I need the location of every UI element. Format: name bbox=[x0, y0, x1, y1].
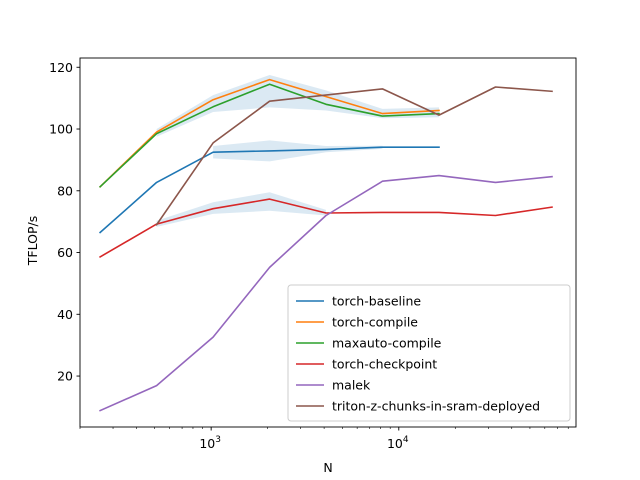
legend: torch-baseline torch-compile maxauto-compi… bbox=[287, 284, 571, 422]
y-tick-label-60: 60 bbox=[57, 245, 73, 260]
legend-entry-torch-compile: torch-compile bbox=[332, 315, 418, 330]
x-tick-base: 10 bbox=[387, 436, 403, 451]
series-line-torch-baseline bbox=[98, 146, 440, 234]
series-line-maxauto-compile bbox=[98, 83, 440, 188]
legend-entry-triton-z-chunks-in-sram-deployed: triton-z-chunks-in-sram-deployed bbox=[332, 399, 540, 414]
x-tick-label-1000: 103 bbox=[199, 435, 221, 451]
series-line-triton-z-chunks-in-sram-deployed bbox=[155, 86, 553, 226]
series-line-malek bbox=[99, 174, 553, 412]
series-lines bbox=[98, 78, 553, 412]
y-tick-label-80: 80 bbox=[57, 183, 73, 198]
legend-entry-malek: malek bbox=[332, 378, 371, 393]
x-tick-label-10000: 104 bbox=[387, 435, 409, 451]
x-tick-exponent: 3 bbox=[215, 435, 221, 445]
y-tick-label-100: 100 bbox=[49, 122, 73, 137]
band-torch-checkpoint bbox=[156, 192, 326, 227]
band-maxauto-compile bbox=[156, 75, 439, 137]
legend-entry-torch-checkpoint: torch-checkpoint bbox=[332, 357, 437, 372]
y-tick-label-20: 20 bbox=[57, 369, 73, 384]
x-tick-base: 10 bbox=[199, 436, 215, 451]
x-axis-label: N bbox=[323, 460, 332, 475]
series-line-torch-compile bbox=[98, 78, 440, 188]
plot-frame bbox=[79, 57, 577, 428]
legend-box bbox=[287, 284, 571, 422]
legend-entry-maxauto-compile: maxauto-compile bbox=[332, 336, 442, 351]
x-tick-exponent: 4 bbox=[403, 435, 409, 445]
axes bbox=[79, 57, 577, 428]
y-tick-label-40: 40 bbox=[57, 307, 73, 322]
y-axis-label: TFLOP/s bbox=[25, 216, 40, 266]
series-line-torch-checkpoint bbox=[99, 198, 553, 258]
y-tick-label-120: 120 bbox=[49, 60, 73, 75]
legend-entry-torch-baseline: torch-baseline bbox=[332, 294, 421, 309]
